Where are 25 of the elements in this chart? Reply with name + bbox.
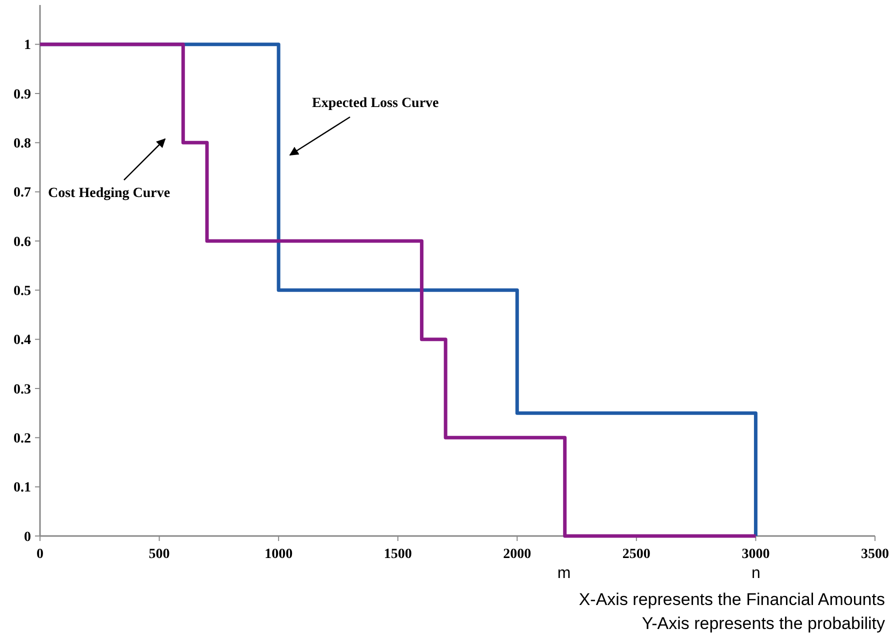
text: Y-Axis represents the probability	[642, 614, 886, 633]
x-tick-label: 1500	[384, 547, 412, 562]
y-tick-label: 0.2	[14, 432, 31, 447]
x-tick-label: 3000	[742, 547, 770, 562]
y-tick-label: 0.8	[14, 136, 31, 152]
x-tick-label: 0	[36, 547, 44, 562]
text: Expected Loss Curve	[312, 96, 439, 111]
x-tick-label: 3500	[861, 547, 889, 562]
y-tick-label: 0.7	[14, 186, 31, 201]
y-tick-label: 0.1	[14, 480, 31, 496]
y-tick-label: 0.3	[14, 382, 31, 398]
y-tick-label: 0.5	[14, 284, 31, 300]
x-tick-label: 2000	[503, 547, 532, 562]
x-tick-label: 1000	[264, 547, 293, 562]
y-tick-label: 0.4	[14, 333, 31, 348]
text: Cost Hedging Curve	[48, 186, 170, 201]
y-tick-label: 0	[24, 530, 31, 545]
y-tick-label: 0.6	[14, 234, 31, 250]
text: n	[752, 565, 760, 582]
text: X-Axis represents the Financial Amounts	[578, 590, 885, 609]
y-tick-label: 1	[24, 38, 31, 54]
text: m	[557, 565, 571, 582]
x-tick-label: 500	[148, 547, 170, 562]
y-tick-label: 0.9	[14, 87, 31, 102]
x-tick-label: 2500	[622, 547, 650, 562]
